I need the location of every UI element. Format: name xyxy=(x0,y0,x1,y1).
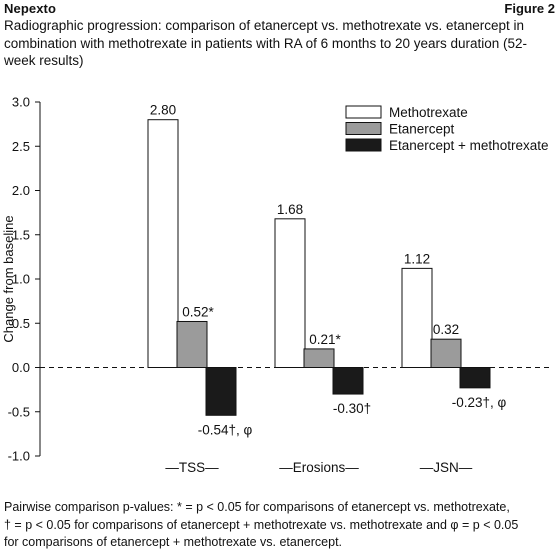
y-tick-label: 0.0 xyxy=(12,360,30,375)
footnote: Pairwise comparison p-values: * = p < 0.… xyxy=(4,499,556,552)
chart-area: 3.0 2.5 2.0 1.5 1.0 0.5 0.0 -0.5 -1.0 Change from… xyxy=(0,88,559,488)
y-tick-label: 1.5 xyxy=(12,227,30,242)
footnote-line-2: † = p < 0.05 for comparisons of etanerce… xyxy=(4,517,519,532)
data-label: -0.30† xyxy=(333,401,371,416)
bar-tss-2 xyxy=(205,367,237,416)
x-category-label: —Erosions— xyxy=(279,460,359,475)
bar-jsn-2 xyxy=(459,367,491,389)
bar-erosions-2 xyxy=(332,367,364,395)
y-tick-label: -0.5 xyxy=(8,404,30,419)
bar-chart: 3.0 2.5 2.0 1.5 1.0 0.5 0.0 -0.5 -1.0 Change from… xyxy=(1,95,552,475)
y-tick-label: 2.0 xyxy=(12,183,30,198)
bar-erosions-0 xyxy=(274,218,306,368)
data-label: 0.21* xyxy=(309,332,341,347)
y-tick-label: 0.5 xyxy=(12,316,30,331)
legend-label: Methotrexate xyxy=(389,105,468,120)
y-tick-label: 3.0 xyxy=(12,95,30,110)
y-tick-label: -1.0 xyxy=(8,449,30,464)
y-tick-label: 2.5 xyxy=(12,139,30,154)
legend-swatch xyxy=(345,105,382,119)
brand-label: Nepexto xyxy=(4,1,56,16)
y-tick-label: 1.0 xyxy=(12,272,30,287)
footnote-line-3: for comparisons of etanercept + methotre… xyxy=(4,535,343,549)
data-label: -0.54†, φ xyxy=(198,422,253,437)
bar-tss-1 xyxy=(176,320,208,368)
bar-erosions-1 xyxy=(303,348,335,369)
bar-jsn-1 xyxy=(430,338,462,368)
legend-swatch xyxy=(345,122,382,135)
x-category-label: —JSN— xyxy=(420,460,473,475)
bar-tss-0 xyxy=(147,119,179,369)
data-label: 2.80 xyxy=(150,103,176,118)
data-label: 1.12 xyxy=(404,251,430,266)
data-label: -0.23†, φ xyxy=(452,395,507,410)
bar-jsn-0 xyxy=(401,267,433,369)
data-label: 0.52* xyxy=(182,304,214,319)
legend-label: Etanercept + methotrexate xyxy=(389,138,548,153)
data-label: 1.68 xyxy=(277,202,303,217)
y-axis-title: Change from baseline xyxy=(1,215,16,342)
figure-number: Figure 2 xyxy=(504,1,555,16)
data-label: 0.32 xyxy=(433,322,459,337)
legend-label: Etanercept xyxy=(389,122,455,137)
legend-swatch xyxy=(345,138,382,152)
x-category-label: —TSS— xyxy=(165,460,219,475)
chart-title: Radiographic progression: comparison of … xyxy=(4,18,528,68)
footnote-line-1: Pairwise comparison p-values: * = p < 0.… xyxy=(4,500,510,514)
